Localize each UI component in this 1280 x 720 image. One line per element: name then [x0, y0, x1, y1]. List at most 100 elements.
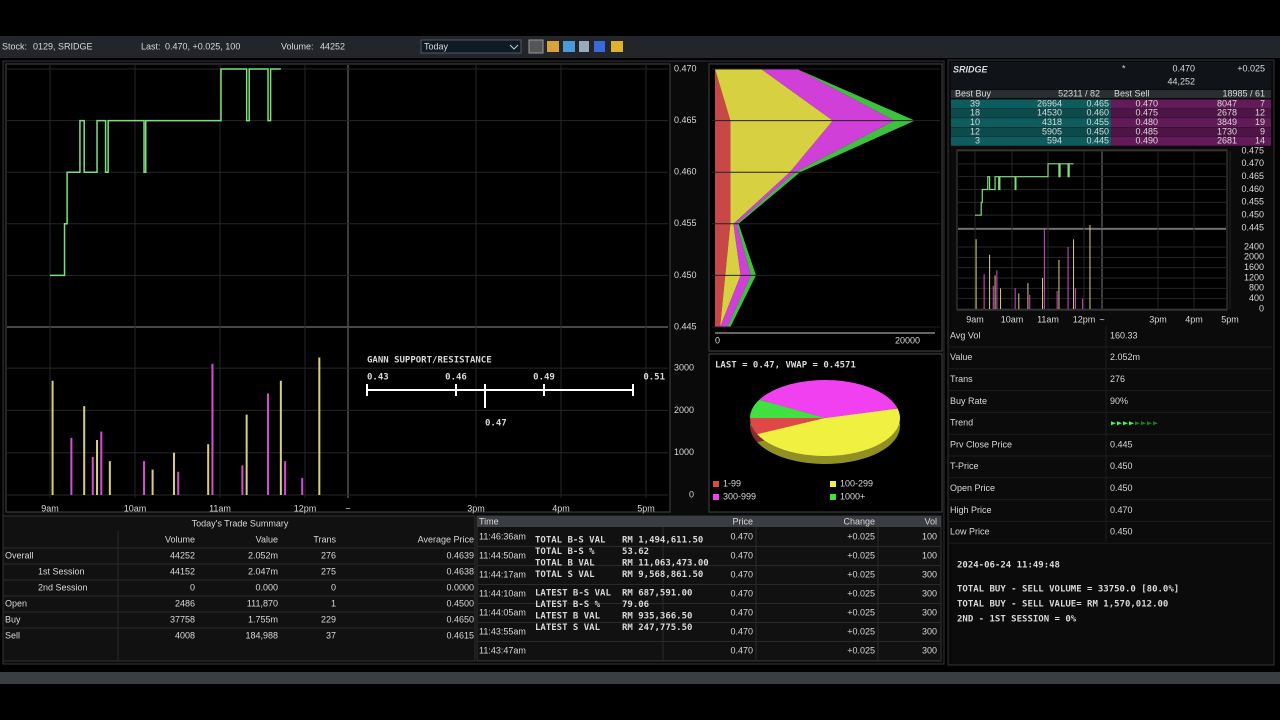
- volume-bar: [96, 440, 99, 495]
- stat-label: Trans: [950, 374, 973, 384]
- ts-cell: 100: [922, 550, 937, 560]
- order-cell: 39: [970, 98, 980, 108]
- order-cell: 5905: [1042, 126, 1062, 136]
- volume-bar: [172, 452, 175, 495]
- volume-bar: [70, 437, 73, 495]
- x-tick-label: 9am: [41, 503, 59, 513]
- tool-icon[interactable]: [528, 39, 544, 54]
- volume-bar: [211, 363, 214, 495]
- bs-label: TOTAL S VAL: [535, 570, 595, 580]
- mini-volume-bar: [1082, 298, 1084, 309]
- order-cell: 0.455: [1086, 117, 1109, 127]
- summary-cell: 0.4615: [446, 630, 474, 640]
- sell-label: Best Sell: [1114, 88, 1150, 98]
- trend-arrow: [1111, 421, 1116, 426]
- summary-cell: 0.4500: [446, 598, 474, 608]
- summary-cell: 37758: [170, 614, 195, 624]
- buy-label: Best Buy: [955, 88, 992, 98]
- tool-icon[interactable]: [563, 41, 575, 52]
- mini-volume-bar: [1014, 288, 1016, 309]
- y-tick-label: 0.455: [674, 218, 697, 228]
- gann-level: 0.46: [445, 373, 467, 383]
- bs-label: TOTAL B VAL: [535, 559, 595, 569]
- bs-value: RM 247,775.50: [622, 623, 692, 633]
- summary-cell: 184,988: [245, 630, 278, 640]
- tool-icon[interactable]: [579, 41, 589, 52]
- buy-row: [951, 136, 1111, 146]
- x-tick-label: 12pm: [294, 503, 317, 513]
- order-cell: 8047: [1217, 98, 1237, 108]
- tool-icon[interactable]: [547, 41, 559, 52]
- summary-cell: 0.4638: [446, 566, 474, 576]
- pie-slice: [759, 380, 898, 418]
- quote-volume: 44,252: [1167, 76, 1195, 86]
- y-tick-label: 0.475: [1241, 145, 1264, 155]
- toolbar: [0, 36, 1280, 58]
- summary-title: Today's Trade Summary: [192, 518, 289, 528]
- volume-bar: [241, 465, 244, 495]
- legend-swatch: [713, 494, 719, 500]
- mini-volume-bar: [1089, 225, 1091, 309]
- ts-cell: 0.470: [730, 588, 753, 598]
- ts-cell: +0.025: [847, 626, 875, 636]
- summary-label: Buy: [5, 614, 21, 624]
- sell-row: [1111, 127, 1271, 137]
- summary-header: Volume: [165, 534, 195, 544]
- stat-value: 0.450: [1110, 483, 1133, 493]
- sell-row: [1111, 118, 1271, 128]
- y-tick-label: 0.470: [674, 63, 697, 73]
- x-tick-label: 11am: [209, 503, 231, 513]
- summary-label: Open: [5, 598, 27, 608]
- order-cell: 14530: [1037, 108, 1062, 118]
- summary-cell: 111,870: [247, 598, 278, 608]
- summary-cell: 276: [321, 550, 336, 560]
- y-tick-label: 0.460: [674, 167, 697, 177]
- order-cell: 18: [970, 108, 980, 118]
- gann-level: 0.51: [643, 373, 665, 383]
- summary-cell: 2486: [175, 598, 195, 608]
- trend-arrow: [1123, 421, 1128, 426]
- bs-label: LATEST B-S VAL: [535, 589, 611, 599]
- quote-header: [951, 62, 1271, 89]
- trend-arrow: [1135, 421, 1140, 426]
- stat-label: Value: [950, 352, 972, 362]
- ts-cell: 300: [922, 626, 937, 636]
- summary-cell: 4008: [175, 630, 195, 640]
- y-tick-label: 0: [1259, 303, 1264, 313]
- buy-row: [951, 108, 1111, 118]
- summary-cell: 1: [331, 598, 336, 608]
- session-line: TOTAL BUY - SELL VOLUME = 33750.0 [80.0%…: [957, 585, 1179, 595]
- mini-volume-bar: [1042, 277, 1044, 309]
- stat-value: 2.052m: [1110, 352, 1140, 362]
- trend-arrow: [1141, 421, 1146, 426]
- tool-icon[interactable]: [611, 41, 623, 52]
- quote-flag: *: [1122, 63, 1126, 73]
- gann-level: 0.49: [533, 373, 555, 383]
- x-tick-label: 10am: [1001, 314, 1024, 324]
- order-cell: 0.465: [1086, 98, 1109, 108]
- stat-value: 276: [1110, 374, 1125, 384]
- tool-icon[interactable]: [594, 41, 605, 52]
- legend-swatch: [830, 494, 836, 500]
- volume-bar: [301, 478, 304, 495]
- period-select[interactable]: [420, 39, 522, 54]
- order-cell: 0.490: [1135, 136, 1158, 146]
- y-tick-label: 0.445: [1241, 222, 1264, 232]
- depth-area: [715, 69, 833, 327]
- x-tick-label: 0: [715, 335, 720, 345]
- pie-slice: [750, 418, 825, 435]
- legend-label: 300-999: [723, 491, 756, 501]
- mini-volume-bar: [1067, 246, 1069, 309]
- volume: 44252: [320, 41, 345, 51]
- mini-volume-bar: [1058, 259, 1060, 309]
- ts-cell: +0.025: [847, 645, 875, 655]
- ts-header: Price: [732, 516, 753, 526]
- dropdown-arrow[interactable]: [509, 44, 519, 50]
- mini-volume-bar: [1029, 294, 1031, 309]
- y-tick-label: 3000: [674, 362, 694, 372]
- pie-slice: [750, 399, 825, 418]
- period[interactable]: Today: [424, 41, 449, 51]
- volume-bar: [91, 456, 94, 495]
- y-tick-label: 0.465: [674, 115, 697, 125]
- summary-cell: 44152: [170, 566, 195, 576]
